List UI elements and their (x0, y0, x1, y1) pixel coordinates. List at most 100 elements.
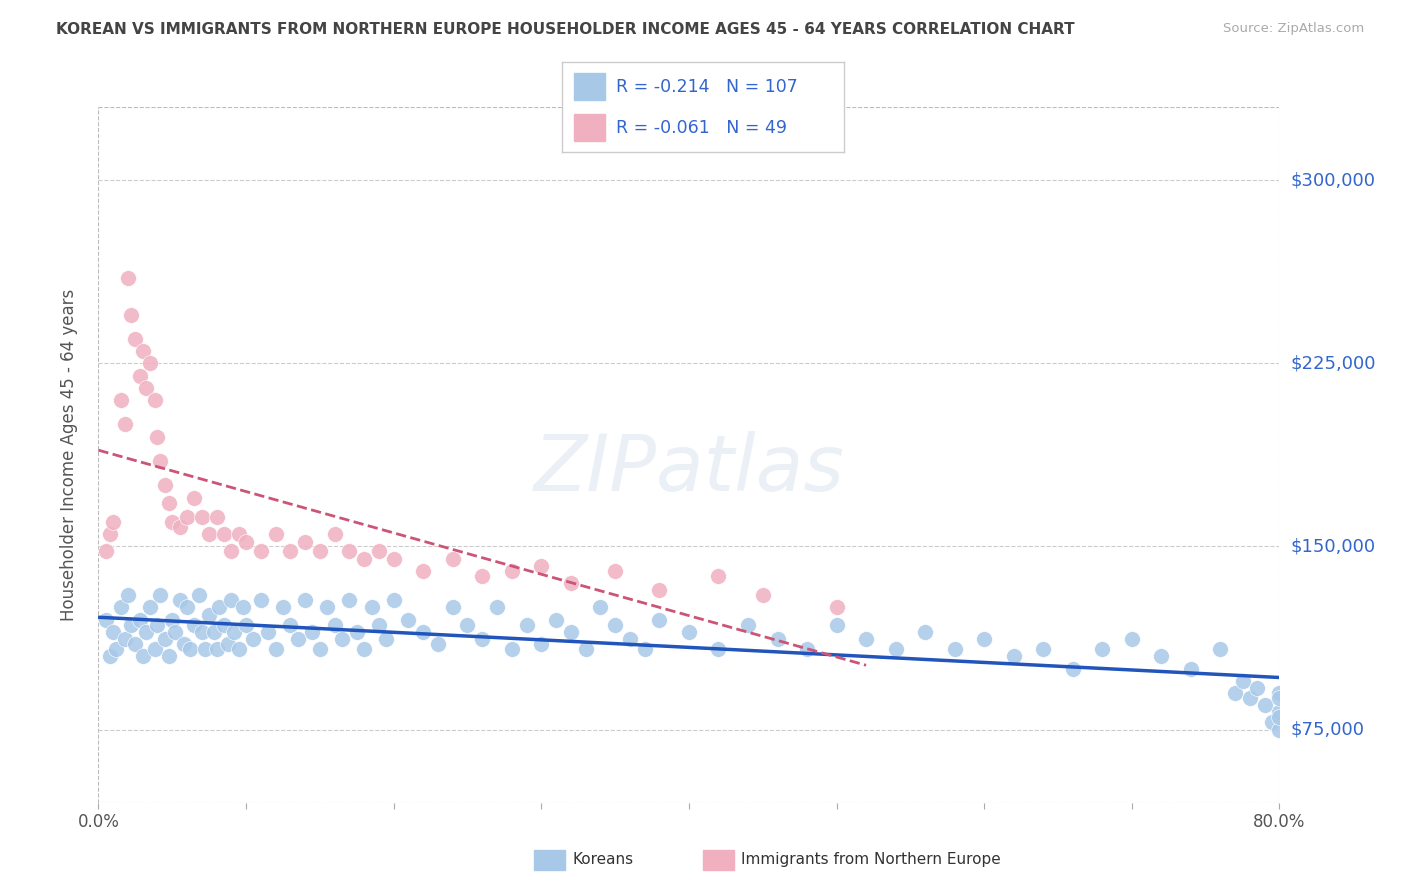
Point (103, 515, 125, 529)
Point (1223, 686, 1246, 700)
Point (330, 632, 353, 647)
Point (353, 551, 375, 566)
Point (766, 632, 789, 647)
Bar (574, 73, 605, 100)
Point (257, 624, 280, 639)
Point (219, 593, 242, 607)
Point (560, 576, 582, 591)
Point (648, 613, 671, 627)
Text: R = -0.061   N = 49: R = -0.061 N = 49 (616, 119, 787, 136)
Point (165, 624, 187, 639)
Point (574, 642, 596, 657)
Point (128, 368, 150, 383)
Point (471, 568, 494, 582)
Point (212, 527, 235, 541)
Point (633, 642, 655, 657)
Point (228, 527, 250, 541)
Point (1180, 661, 1202, 675)
Point (1239, 690, 1261, 705)
Point (278, 617, 302, 632)
Point (368, 617, 391, 632)
Point (560, 624, 582, 639)
Point (198, 607, 221, 622)
Point (202, 624, 225, 639)
Point (353, 642, 375, 657)
Y-axis label: Householder Income Ages 45 - 64 years: Householder Income Ages 45 - 64 years (59, 289, 77, 621)
Point (242, 632, 264, 647)
Point (103, 624, 125, 639)
Point (530, 637, 553, 651)
Point (264, 642, 287, 657)
Point (382, 593, 405, 607)
Point (143, 642, 166, 657)
Point (294, 534, 316, 549)
Point (973, 632, 995, 647)
Text: Koreans: Koreans (572, 853, 633, 867)
Text: $225,000: $225,000 (1291, 354, 1376, 372)
Point (441, 551, 464, 566)
Point (316, 600, 339, 615)
Point (301, 624, 323, 639)
Point (205, 642, 228, 657)
Point (179, 642, 201, 657)
Point (183, 617, 205, 632)
Point (1002, 649, 1025, 664)
Text: $150,000: $150,000 (1291, 538, 1375, 556)
Point (1268, 723, 1291, 737)
Point (120, 308, 142, 322)
Point (271, 600, 294, 615)
Point (486, 600, 509, 615)
Point (737, 617, 759, 632)
Point (825, 600, 848, 615)
Point (135, 624, 157, 639)
Point (205, 510, 228, 524)
Point (707, 568, 730, 582)
Point (110, 392, 132, 407)
Point (183, 491, 205, 505)
Point (1150, 649, 1173, 664)
Point (114, 632, 136, 647)
Point (105, 642, 128, 657)
Text: $75,000: $75,000 (1291, 721, 1365, 739)
Point (278, 544, 302, 558)
Point (1032, 642, 1054, 657)
Point (208, 600, 231, 615)
Point (323, 617, 346, 632)
Point (1246, 681, 1268, 695)
Point (1209, 642, 1232, 657)
Point (232, 600, 254, 615)
Point (337, 593, 360, 607)
Point (191, 510, 214, 524)
Text: KOREAN VS IMMIGRANTS FROM NORTHERN EUROPE HOUSEHOLDER INCOME AGES 45 - 64 YEARS : KOREAN VS IMMIGRANTS FROM NORTHERN EUROP… (56, 22, 1074, 37)
Text: ZIPatlas: ZIPatlas (533, 431, 845, 507)
Point (360, 600, 382, 615)
Point (346, 624, 368, 639)
Point (605, 617, 627, 632)
Bar (574, 114, 605, 141)
Point (169, 593, 191, 607)
Point (153, 632, 176, 647)
Point (128, 613, 150, 627)
Point (176, 510, 198, 524)
Point (337, 544, 360, 558)
Point (146, 429, 169, 443)
Point (94, 544, 117, 558)
Point (219, 544, 242, 558)
Point (1121, 632, 1143, 647)
Point (589, 600, 612, 615)
Point (250, 544, 273, 558)
Point (191, 624, 214, 639)
Point (294, 593, 316, 607)
Point (212, 617, 235, 632)
Text: Source: ZipAtlas.com: Source: ZipAtlas.com (1223, 22, 1364, 36)
Point (1268, 710, 1291, 724)
Point (412, 564, 434, 578)
Text: Immigrants from Northern Europe: Immigrants from Northern Europe (741, 853, 1001, 867)
Point (153, 478, 176, 492)
Point (678, 624, 700, 639)
Point (132, 649, 155, 664)
Point (456, 617, 478, 632)
Point (1268, 706, 1291, 720)
Point (217, 637, 239, 651)
Point (382, 551, 405, 566)
